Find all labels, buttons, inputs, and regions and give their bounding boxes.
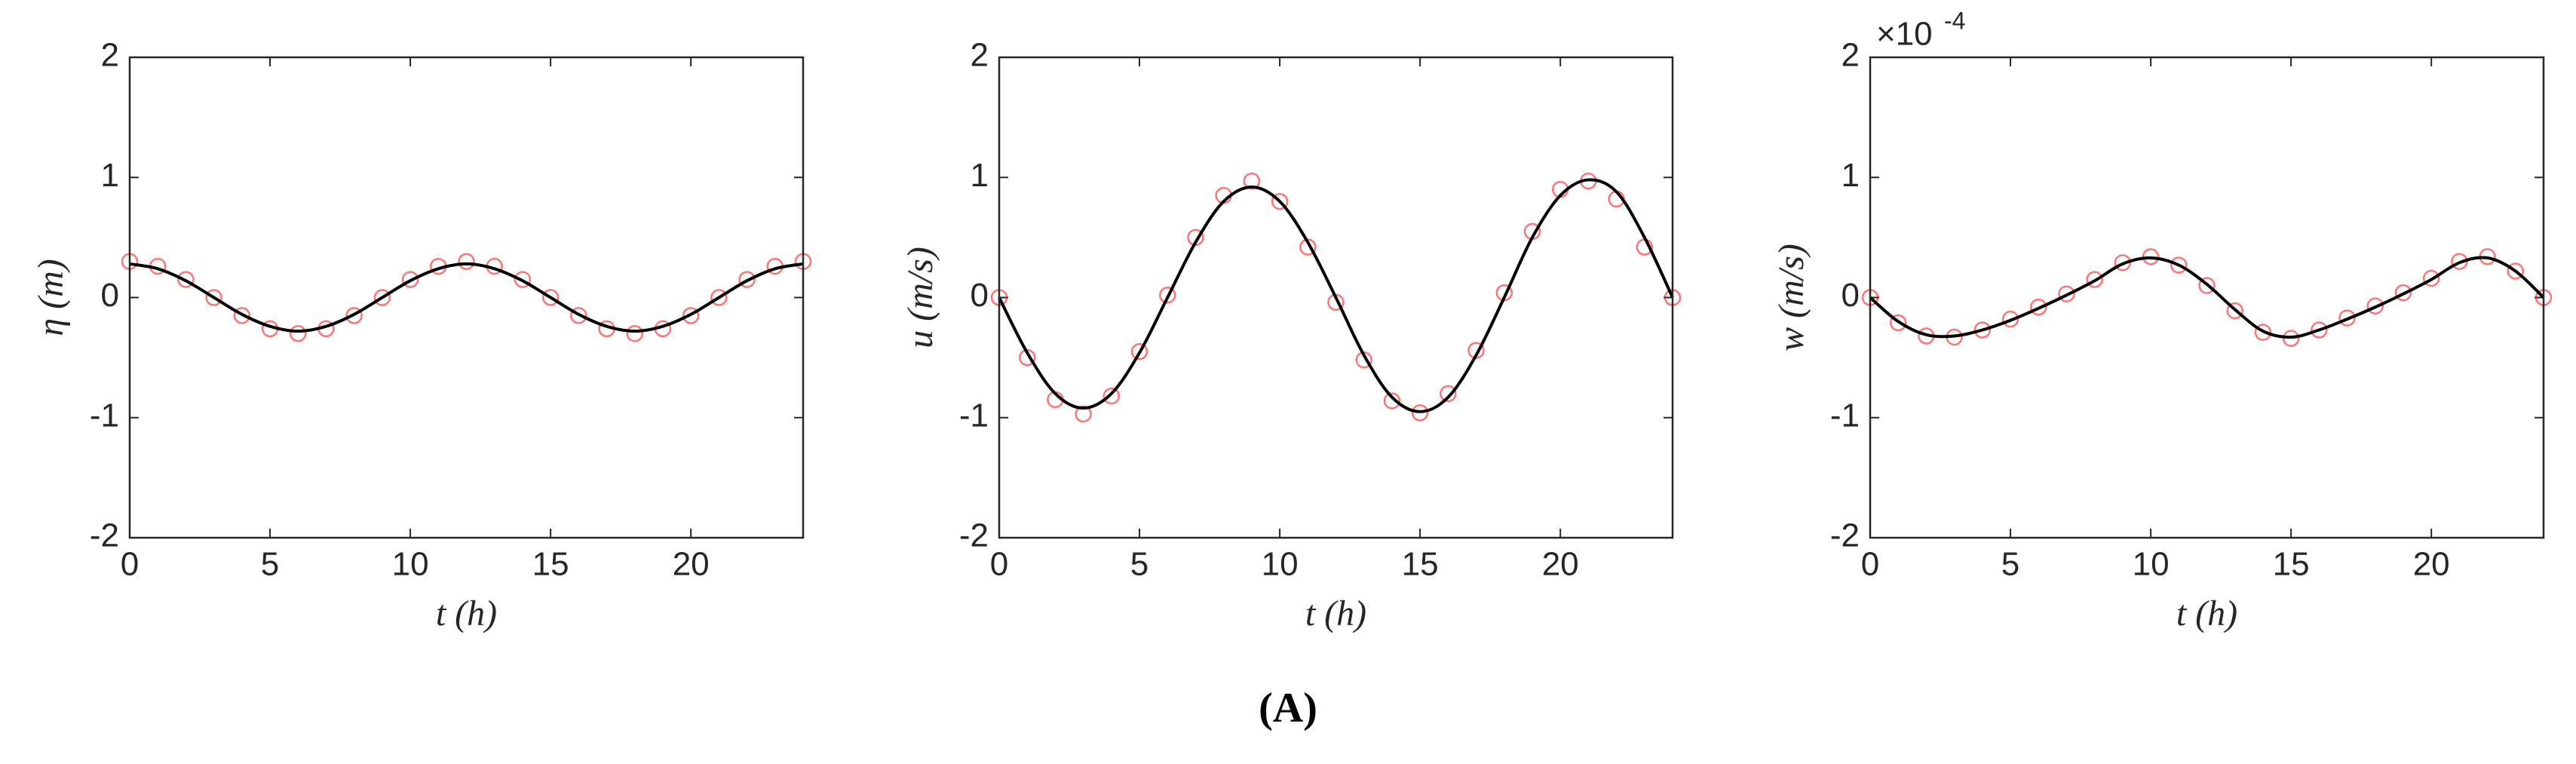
y-tick-label: 0	[101, 277, 119, 314]
data-marker	[2226, 302, 2243, 320]
x-tick-label: 5	[261, 546, 279, 583]
data-marker	[2001, 310, 2019, 328]
data-marker	[626, 325, 643, 342]
axes-frame	[1869, 56, 2545, 539]
data-marker	[2170, 256, 2188, 274]
data-marker	[2422, 269, 2440, 287]
data-marker	[738, 271, 756, 288]
y-tick-label: -1	[959, 397, 989, 434]
data-marker	[1973, 321, 1992, 339]
data-marker	[514, 271, 532, 288]
data-line	[998, 178, 1674, 413]
x-tick-label: 10	[392, 546, 429, 583]
y-tick-label: -2	[90, 517, 119, 554]
data-marker	[205, 289, 222, 306]
data-marker	[2030, 298, 2047, 316]
y-tick-label: -1	[90, 397, 119, 434]
x-axis-label: t (h)	[1305, 594, 1366, 634]
data-marker	[541, 289, 560, 306]
data-marker	[682, 307, 700, 324]
y-tick-label: -2	[959, 517, 989, 554]
data-marker	[345, 307, 363, 324]
data-marker	[1243, 172, 1261, 190]
data-marker	[2058, 285, 2075, 302]
y-tick-label: 0	[1842, 277, 1860, 314]
data-marker	[2507, 262, 2525, 280]
x-tick-label: 0	[1861, 546, 1879, 583]
y-multiplier-base: ×10	[1876, 16, 1933, 53]
data-marker	[2311, 321, 2328, 339]
data-marker	[1889, 314, 1907, 332]
y-tick-label: 2	[101, 37, 119, 74]
x-axis-label: t (h)	[2176, 594, 2237, 634]
data-marker	[1130, 342, 1148, 361]
x-axis-label: t (h)	[436, 594, 497, 634]
y-tick-label: 0	[971, 277, 989, 314]
data-marker	[710, 289, 728, 306]
y-axis-label: u (m/s)	[900, 247, 940, 348]
x-tick-label: 0	[121, 546, 139, 583]
y-tick-label: 1	[971, 157, 989, 194]
data-marker	[2394, 284, 2412, 302]
data-marker	[2142, 248, 2160, 265]
y-tick-label: 1	[101, 157, 119, 194]
data-marker	[233, 307, 251, 324]
data-marker	[1075, 405, 1092, 423]
data-marker	[2366, 297, 2384, 314]
data-marker	[458, 253, 475, 270]
axes-frame	[128, 56, 805, 539]
y-tick-label: 1	[1842, 157, 1860, 194]
x-tick-label: 15	[1402, 546, 1439, 583]
data-marker	[1159, 287, 1176, 304]
y-tick-label: 2	[971, 37, 989, 74]
x-tick-label: 20	[673, 546, 710, 583]
x-tick-label: 15	[2273, 546, 2310, 583]
data-marker	[1411, 404, 1429, 422]
x-tick-label: 0	[990, 546, 1008, 583]
data-line	[129, 262, 804, 333]
data-marker	[2086, 271, 2103, 288]
data-marker	[1383, 392, 1401, 410]
caption: (A)	[1259, 685, 1317, 732]
x-tick-label: 10	[2133, 546, 2170, 583]
y-tick-label: -1	[1830, 397, 1860, 434]
data-marker	[177, 271, 195, 288]
data-line	[1869, 256, 2545, 339]
data-marker	[1271, 192, 1289, 210]
x-tick-label: 10	[1262, 546, 1299, 583]
y-multiplier-exponent: -4	[1944, 7, 1965, 34]
data-marker	[2338, 309, 2356, 327]
x-tick-label: 5	[2001, 546, 2019, 583]
y-axis-label: η (m)	[31, 259, 71, 336]
data-marker	[1102, 387, 1121, 405]
x-tick-label: 20	[1542, 546, 1579, 583]
y-tick-label: -2	[1830, 517, 1860, 554]
data-marker	[401, 271, 419, 288]
x-tick-label: 15	[532, 546, 569, 583]
x-tick-label: 5	[1130, 546, 1148, 583]
data-marker	[290, 325, 307, 342]
y-axis-label: w (m/s)	[1771, 244, 1811, 351]
data-marker	[2254, 324, 2272, 341]
data-marker	[2198, 277, 2216, 294]
data-marker	[570, 307, 587, 324]
data-marker	[1440, 385, 1457, 403]
y-tick-label: 2	[1842, 37, 1860, 74]
x-tick-label: 20	[2413, 546, 2450, 583]
axes-frame	[998, 56, 1674, 539]
data-marker	[373, 289, 391, 306]
